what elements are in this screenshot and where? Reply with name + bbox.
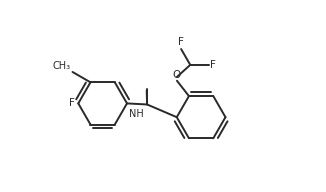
Text: F: F — [69, 98, 75, 108]
Text: CH₃: CH₃ — [53, 61, 71, 71]
Text: NH: NH — [129, 109, 143, 119]
Text: F: F — [210, 60, 216, 70]
Text: O: O — [172, 70, 180, 80]
Text: F: F — [178, 37, 184, 47]
